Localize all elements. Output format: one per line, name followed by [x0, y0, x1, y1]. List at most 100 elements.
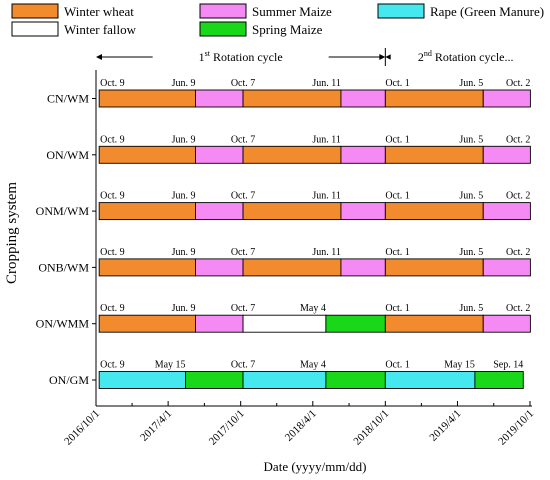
- legend-swatch-rape-green-manure: [377, 3, 425, 19]
- rotation-cycle-label-bg-1: [152, 48, 329, 66]
- date-label-onm-wm-1: Oct. 9: [100, 191, 124, 202]
- legend-swatch-winter-fallow: [11, 21, 59, 37]
- date-label-onb-wm-4: Jun. 11: [312, 247, 341, 258]
- row-on-gm: Oct. 9 May 15 Oct. 7 May 4 Oct. 1 May 15 Sep. …: [98, 360, 524, 389]
- date-label-on-wm-4: Jun. 11: [312, 134, 341, 145]
- bar-cn-wm-summer-maize-6: [482, 89, 531, 108]
- date-label-onm-wm-4: Jun. 11: [312, 191, 341, 202]
- row-on-wm: Oct. 9 Jun. 9 Oct. 7 Jun. 11 Oct. 1 Jun. 5 Oct…: [98, 134, 531, 164]
- bar-onb-wm-summer-maize-6: [482, 258, 531, 277]
- y-axis-title: Cropping system: [4, 182, 20, 284]
- date-label-onm-wm-7: Oct. 2: [506, 191, 530, 202]
- bar-onm-wm-winter-wheat-5: [384, 202, 484, 221]
- x-tick-label-1: 2016/10/1: [62, 408, 102, 448]
- bar-on-gm-rape-1: [98, 371, 187, 389]
- date-label-onb-wm-3: Oct. 7: [231, 247, 255, 258]
- bar-on-wm-summer-maize-6: [482, 145, 531, 164]
- bar-on-wmm-winter-wheat-1: [98, 314, 196, 333]
- date-label-on-gm-3: Oct. 7: [231, 360, 255, 371]
- x-tick-label-2: 2017/4/1: [138, 408, 174, 444]
- y-tick-label-on-gm: ON/GM: [49, 373, 89, 387]
- rotation-cycle-arrowhead-right-1: [379, 54, 386, 60]
- date-label-on-gm-2: May 15: [155, 360, 186, 371]
- date-label-on-gm-4: May 4: [300, 360, 326, 371]
- date-label-cn-wm-2: Jun. 9: [172, 78, 196, 89]
- date-label-cn-wm-6: Jun. 5: [459, 78, 483, 89]
- bar-on-gm-spring-maize-4: [325, 371, 386, 389]
- bar-on-gm-rape-3: [242, 371, 327, 389]
- y-axis: CN/WM ON/WM ONM/WM ONB/WM ON/WMM ON/GM: [36, 70, 97, 406]
- date-label-onm-wm-6: Jun. 5: [459, 191, 483, 202]
- bar-onm-wm-winter-wheat-3: [242, 202, 342, 221]
- rotation-cycle-label-2: 2nd Rotation cycle...: [418, 49, 514, 64]
- bar-on-wmm-summer-maize-6: [482, 314, 531, 333]
- bar-onm-wm-summer-maize-2: [195, 202, 244, 221]
- x-tick-label-5: 2018/10/1: [351, 408, 391, 448]
- y-tick-label-onm-wm: ONM/WM: [36, 204, 90, 218]
- date-label-onm-wm-3: Oct. 7: [231, 191, 255, 202]
- date-label-on-wm-1: Oct. 9: [100, 134, 124, 145]
- row-onm-wm: Oct. 9 Jun. 9 Oct. 7 Jun. 11 Oct. 1 Jun. 5 Oct…: [98, 191, 531, 221]
- date-label-cn-wm-7: Oct. 2: [506, 78, 530, 89]
- bar-on-wm-winter-wheat-5: [384, 145, 484, 164]
- date-label-on-wmm-7: Oct. 2: [506, 303, 530, 314]
- rotation-cycle-arrowhead-left-1: [96, 54, 102, 60]
- bar-on-wmm-winter-fallow-3: [242, 314, 327, 333]
- date-label-cn-wm-1: Oct. 9: [100, 78, 124, 89]
- date-label-on-gm-6: May 15: [444, 360, 475, 371]
- bar-onb-wm-winter-wheat-5: [384, 258, 484, 277]
- date-label-on-wmm-6: Jun. 5: [459, 303, 483, 314]
- rotation-cycle-label-1: 1st Rotation cycle: [199, 49, 283, 64]
- bar-on-wm-winter-wheat-1: [98, 145, 196, 164]
- date-label-on-wm-3: Oct. 7: [231, 134, 255, 145]
- row-onb-wm: Oct. 9 Jun. 9 Oct. 7 Jun. 11 Oct. 1 Jun. 5 Oct…: [98, 247, 531, 277]
- x-axis-title: Date (yyyy/mm/dd): [264, 459, 367, 474]
- legend-swatch-winter-wheat: [11, 3, 59, 19]
- y-tick-label-cn-wm: CN/WM: [47, 92, 89, 106]
- row-cn-wm: Oct. 9 Jun. 9 Oct. 7 Jun. 11 Oct. 1 Jun. 5 Oct…: [98, 78, 531, 108]
- date-label-cn-wm-3: Oct. 7: [231, 78, 255, 89]
- legend: Winter wheat Summer Maize Rape (Green Manu…: [11, 3, 544, 37]
- x-tick-label-7: 2019/10/1: [496, 408, 536, 448]
- date-label-on-wmm-5: Oct. 1: [385, 303, 409, 314]
- date-label-cn-wm-5: Oct. 1: [385, 78, 409, 89]
- date-label-onb-wm-7: Oct. 2: [506, 247, 530, 258]
- bar-cn-wm-winter-wheat-5: [384, 89, 484, 108]
- bar-onm-wm-summer-maize-4: [340, 202, 386, 221]
- bar-cn-wm-winter-wheat-1: [98, 89, 196, 108]
- bar-on-wmm-winter-wheat-5: [384, 314, 484, 333]
- date-label-on-wm-6: Jun. 5: [459, 134, 483, 145]
- bar-on-wm-summer-maize-4: [340, 145, 386, 164]
- x-axis: 2016/10/1 2017/4/1 2017/10/1 2018/4/1 2018/1…: [62, 401, 536, 448]
- y-tick-label-onb-wm: ONB/WM: [38, 260, 89, 274]
- bar-onb-wm-summer-maize-2: [195, 258, 244, 277]
- date-label-onm-wm-5: Oct. 1: [385, 191, 409, 202]
- rotation-cycle-label-bg-2: [390, 48, 541, 66]
- rotation-cycle-arrowhead-left-2: [385, 54, 392, 60]
- bar-onb-wm-winter-wheat-3: [242, 258, 342, 277]
- legend-label-summer-maize: Summer Maize: [252, 4, 332, 19]
- bar-onm-wm-winter-wheat-1: [98, 202, 196, 221]
- y-tick-label-on-wmm: ON/WMM: [36, 317, 90, 331]
- y-tick-label-on-wm: ON/WM: [46, 148, 89, 162]
- bar-on-gm-rape-5: [384, 371, 476, 389]
- bar-on-gm-spring-maize-2: [185, 371, 244, 389]
- legend-swatch-spring-maize: [199, 21, 247, 37]
- date-label-on-gm-5: Oct. 1: [385, 360, 409, 371]
- date-label-on-wmm-2: Jun. 9: [172, 303, 196, 314]
- plot-area: Oct. 9 Jun. 9 Oct. 7 Jun. 11 Oct. 1 Jun. 5 Oct…: [98, 78, 531, 389]
- date-label-onb-wm-1: Oct. 9: [100, 247, 124, 258]
- bar-cn-wm-summer-maize-2: [195, 89, 244, 108]
- x-tick-label-4: 2018/4/1: [283, 408, 319, 444]
- date-label-on-wm-5: Oct. 1: [385, 134, 409, 145]
- bar-onb-wm-winter-wheat-1: [98, 258, 196, 277]
- date-label-on-wm-7: Oct. 2: [506, 134, 530, 145]
- date-label-onb-wm-5: Oct. 1: [385, 247, 409, 258]
- date-label-on-gm-7: Sep. 14: [493, 360, 523, 371]
- date-label-cn-wm-4: Jun. 11: [312, 78, 341, 89]
- legend-label-winter-fallow: Winter fallow: [64, 22, 137, 37]
- bar-on-wmm-spring-maize-4: [325, 314, 386, 333]
- date-label-on-wmm-4: May 4: [300, 303, 326, 314]
- date-label-onb-wm-6: Jun. 5: [459, 247, 483, 258]
